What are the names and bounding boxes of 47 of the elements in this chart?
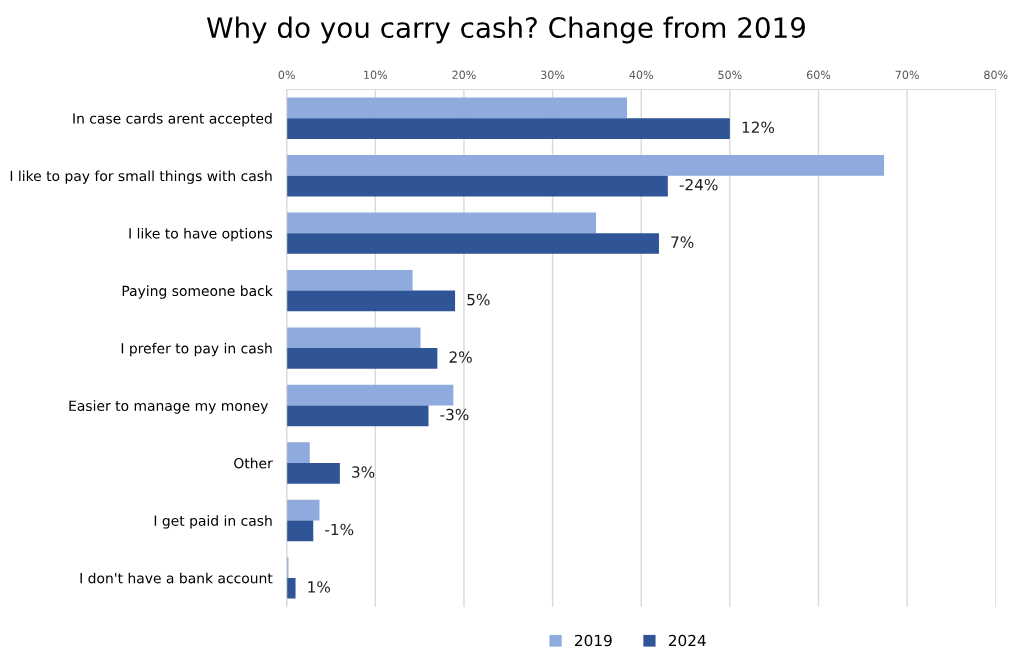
annotation: 1% — [308, 581, 331, 593]
bar — [286, 97, 628, 119]
legend-label: 2024 — [668, 634, 706, 647]
bar — [286, 233, 659, 254]
annotation: 12% — [742, 121, 775, 134]
y-tick-label: Paying someone back — [122, 285, 273, 299]
x-tick-label: 0% — [278, 70, 295, 80]
bar — [286, 577, 296, 599]
bar — [286, 499, 320, 521]
annotation: -24% — [679, 178, 718, 191]
x-tick-label: 10% — [364, 70, 388, 80]
bar — [286, 520, 314, 542]
bar — [286, 442, 310, 463]
y-tick-label: I prefer to pay in cash — [121, 342, 272, 357]
y-tick-label: I like to have options — [129, 227, 273, 242]
annotation: 2% — [449, 351, 472, 363]
bar — [286, 327, 421, 349]
bar — [286, 348, 438, 369]
x-tick-label: 80% — [984, 70, 1008, 80]
bar — [286, 405, 429, 427]
bar — [286, 463, 340, 484]
y-tick-label: In case cards arent accepted — [73, 112, 272, 127]
bar — [286, 269, 413, 291]
y-tick-label: I like to pay for small things with cash — [10, 170, 272, 184]
x-tick-label: 30% — [541, 70, 565, 80]
annotation: 5% — [467, 293, 490, 306]
annotation: 7% — [671, 236, 694, 248]
y-tick-label: I don't have a bank account — [80, 572, 273, 584]
x-tick-label: 50% — [718, 70, 742, 80]
y-tick-label: Easier to manage my money — [69, 400, 268, 414]
annotation: -1% — [325, 523, 354, 536]
annotation: 3% — [352, 466, 375, 478]
bar — [286, 155, 885, 176]
bar — [286, 118, 730, 139]
x-tick-label: 60% — [806, 70, 831, 80]
x-tick-label: 70% — [895, 70, 919, 80]
y-tick-label: I get paid in cash — [154, 515, 272, 529]
y-tick-label: Other — [234, 457, 273, 469]
bar — [286, 384, 454, 406]
x-tick-label: 40% — [629, 70, 653, 80]
bar — [286, 175, 668, 197]
chart-title: Why do you carry cash? Change from 2019 — [206, 16, 805, 44]
x-tick-label: 20% — [452, 70, 476, 80]
legend-label: 2019 — [575, 634, 612, 647]
bar — [286, 212, 597, 234]
annotation: -3% — [440, 408, 469, 421]
bar — [286, 290, 456, 312]
